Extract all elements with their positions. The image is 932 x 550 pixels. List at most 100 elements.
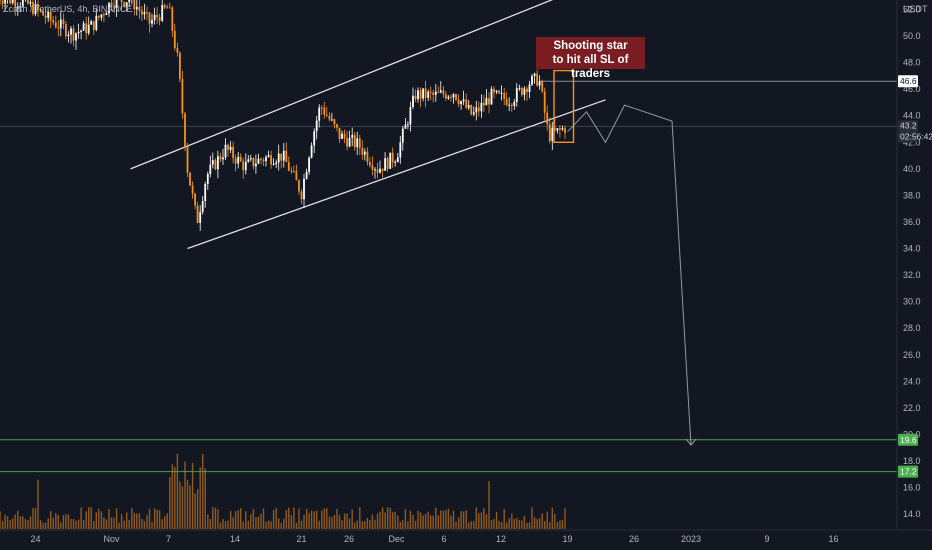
- volume-bar: [245, 511, 247, 529]
- candle-body: [47, 11, 50, 18]
- volume-bar: [538, 518, 541, 529]
- volume-bar: [123, 520, 125, 529]
- symbol-title[interactable]: Zcash / TetherUS, 4h, BINANCE: [3, 4, 133, 14]
- price-tick-label: 28.0: [903, 323, 921, 333]
- volume-bar: [402, 520, 404, 529]
- candle-body: [125, 2, 128, 6]
- candle-body: [541, 81, 544, 92]
- candle-body: [242, 161, 245, 171]
- price-tick-label: 50.0: [903, 31, 921, 41]
- volume-bar: [544, 521, 546, 529]
- volume-bar: [556, 522, 559, 529]
- time-axis[interactable]: 24 Nov 7 14 21 26 Dec 6 12 19 26 2023 9 16: [30, 534, 838, 544]
- candlesticks: [0, 0, 566, 231]
- volume-bar: [194, 493, 196, 529]
- shooting-star-box[interactable]: [553, 69, 575, 143]
- candle-body: [14, 0, 17, 7]
- volume-bar: [156, 509, 158, 529]
- candle-body: [439, 90, 442, 93]
- volume-bar: [485, 514, 488, 529]
- annotation-line-2: to hit all SL of traders: [552, 54, 629, 80]
- volume-bar: [546, 511, 548, 529]
- candle-body: [295, 171, 298, 181]
- annotation-note[interactable]: Shooting star to hit all SL of traders: [536, 37, 645, 80]
- candle-body: [503, 92, 506, 99]
- candle-body: [523, 88, 526, 95]
- volume-bar: [19, 516, 21, 529]
- volume-bar: [44, 522, 47, 529]
- candle-body: [553, 127, 556, 131]
- candle-body: [548, 124, 551, 141]
- volume-bar: [199, 467, 201, 529]
- volume-bar: [333, 515, 336, 529]
- candle-body: [277, 153, 280, 163]
- candle-body: [396, 157, 399, 163]
- candle-body: [16, 6, 19, 8]
- volume-bar: [359, 507, 361, 529]
- volume-bar: [209, 519, 211, 529]
- candle-body: [323, 107, 326, 115]
- volume-bar: [50, 510, 52, 529]
- candle-body: [232, 146, 234, 159]
- candle-body: [156, 14, 158, 18]
- volume-bar: [528, 522, 531, 529]
- candle-body: [72, 28, 75, 41]
- candle-body: [80, 30, 82, 32]
- projection-path[interactable]: [567, 104, 697, 446]
- volume-bar: [280, 522, 282, 529]
- candle-body: [224, 144, 227, 158]
- candle-body: [422, 88, 424, 99]
- candle-body: [394, 162, 397, 163]
- time-tick-label: 7: [166, 534, 171, 544]
- volume-bar: [217, 509, 219, 529]
- volume-bar: [260, 513, 262, 529]
- volume-bar: [483, 508, 485, 529]
- volume-bar: [526, 522, 528, 529]
- candle-body: [133, 0, 136, 10]
- price-tick-label: 14.0: [903, 509, 921, 519]
- candle-body: [37, 3, 39, 10]
- price-label-text: 17.2: [900, 467, 917, 477]
- volume-bar: [27, 520, 29, 529]
- candle-body: [29, 2, 32, 4]
- candle-body: [158, 17, 161, 21]
- time-tick-label: Nov: [103, 534, 120, 544]
- volume-bar: [285, 510, 287, 529]
- candle-body: [328, 115, 331, 120]
- volume-bar: [404, 508, 407, 529]
- volume-bar: [232, 517, 234, 529]
- volume-bar: [191, 462, 194, 529]
- candle-body: [518, 87, 521, 89]
- candle-body: [87, 24, 90, 34]
- volume-bar: [432, 515, 434, 529]
- candle-body: [229, 146, 232, 150]
- candle-body: [52, 20, 55, 23]
- candle-body: [211, 160, 214, 165]
- candle-body: [470, 105, 473, 115]
- price-tick-label: 44.0: [903, 111, 921, 121]
- volume-bar: [559, 520, 561, 529]
- volume-bar: [343, 513, 346, 529]
- price-label-box: [898, 120, 918, 132]
- candle-body: [287, 162, 290, 171]
- volume-bar: [541, 513, 543, 529]
- candle-body: [528, 84, 531, 93]
- candle-body: [432, 92, 435, 95]
- volume-bar: [336, 508, 338, 529]
- candle-body: [189, 172, 191, 186]
- volume-bar: [389, 507, 391, 529]
- volume-bar: [468, 522, 470, 529]
- candle-body: [32, 2, 34, 14]
- volume-bar: [462, 511, 465, 529]
- price-tick-label: 18.0: [903, 456, 921, 466]
- candle-body: [412, 95, 414, 107]
- time-tick-label: 26: [344, 534, 354, 544]
- volume-bar: [394, 511, 396, 529]
- volume-bar: [473, 521, 475, 529]
- volume-bar: [356, 520, 358, 529]
- projection-line: [567, 104, 692, 446]
- candle-body: [320, 107, 323, 109]
- trend-channel[interactable]: [130, 0, 606, 250]
